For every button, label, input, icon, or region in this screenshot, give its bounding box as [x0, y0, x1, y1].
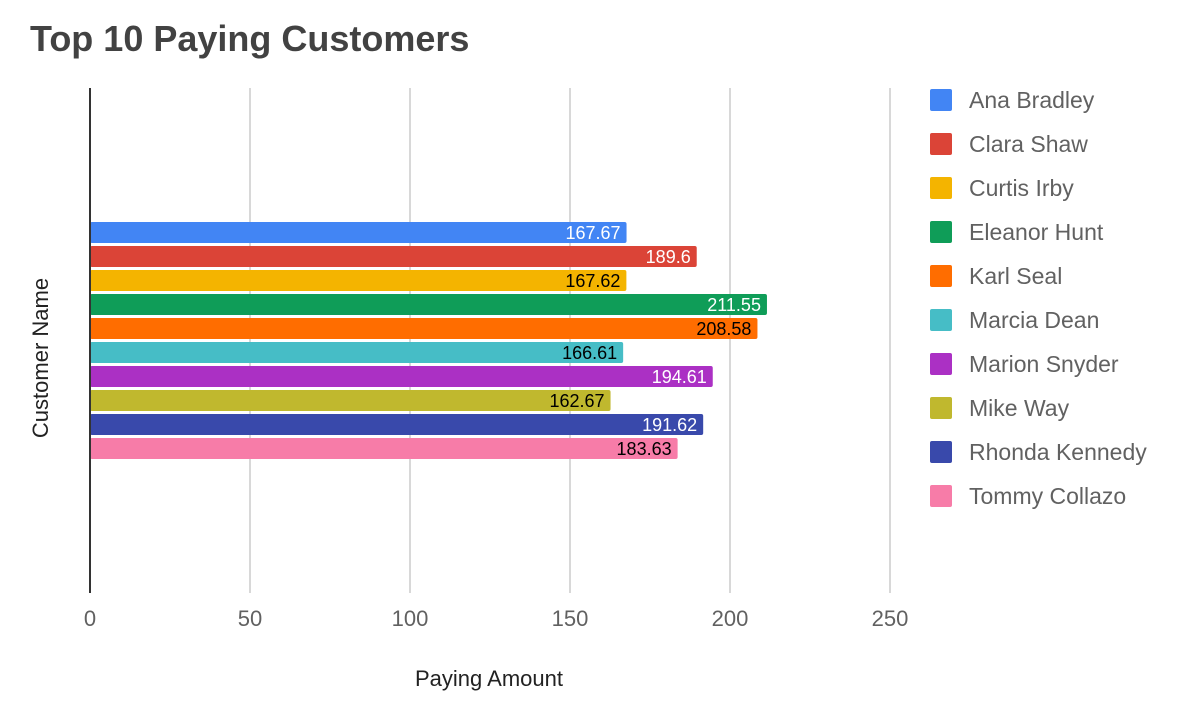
legend-swatch — [930, 221, 952, 243]
legend-swatch — [930, 441, 952, 463]
legend-label: Rhonda Kennedy — [969, 439, 1147, 465]
y-axis-title: Customer Name — [28, 278, 53, 438]
bar — [90, 222, 627, 243]
bar — [90, 438, 678, 459]
legend-swatch — [930, 353, 952, 375]
legend-label: Curtis Irby — [969, 175, 1074, 201]
legend-label: Marion Snyder — [969, 351, 1119, 377]
x-axis-ticks: 0 50 100 150 200 250 — [84, 606, 908, 631]
legend-label: Mike Way — [969, 395, 1070, 421]
bar — [90, 246, 697, 267]
legend-item: Karl Seal — [930, 263, 1062, 289]
bar-value-label: 194.61 — [652, 367, 707, 387]
bar — [90, 414, 704, 435]
bar — [90, 390, 611, 411]
x-tick-label: 150 — [552, 606, 589, 631]
bar-value-label: 183.63 — [617, 439, 672, 459]
legend-label: Ana Bradley — [969, 87, 1095, 113]
legend-item: Tommy Collazo — [930, 483, 1126, 509]
legend-item: Ana Bradley — [930, 87, 1095, 113]
legend-label: Tommy Collazo — [969, 483, 1126, 509]
legend-swatch — [930, 133, 952, 155]
legend-label: Marcia Dean — [969, 307, 1099, 333]
x-tick-label: 200 — [712, 606, 749, 631]
x-axis-title: Paying Amount — [415, 666, 563, 691]
legend: Ana Bradley Clara Shaw Curtis Irby Eleanor … — [930, 87, 1147, 509]
legend-label: Karl Seal — [969, 263, 1062, 289]
legend-label: Eleanor Hunt — [969, 219, 1104, 245]
bar-value-label: 189.6 — [646, 247, 691, 267]
legend-item: Marcia Dean — [930, 307, 1099, 333]
bar — [90, 294, 767, 315]
legend-swatch — [930, 89, 952, 111]
chart-title: Top 10 Paying Customers — [30, 18, 470, 59]
bar — [90, 318, 758, 339]
x-tick-label: 0 — [84, 606, 96, 631]
legend-swatch — [930, 485, 952, 507]
legend-swatch — [930, 397, 952, 419]
legend-item: Eleanor Hunt — [930, 219, 1104, 245]
legend-item: Clara Shaw — [930, 131, 1088, 157]
bar — [90, 270, 627, 291]
bar-value-label: 166.61 — [562, 343, 617, 363]
bar-value-label: 211.55 — [707, 295, 761, 315]
bar-value-label: 162.67 — [549, 391, 604, 411]
x-tick-label: 50 — [238, 606, 262, 631]
legend-item: Curtis Irby — [930, 175, 1074, 201]
bars — [90, 222, 767, 459]
legend-swatch — [930, 177, 952, 199]
bar-value-label: 167.62 — [565, 271, 620, 291]
gridlines — [249, 88, 891, 593]
legend-swatch — [930, 309, 952, 331]
bar-value-label: 208.58 — [696, 319, 751, 339]
legend-item: Rhonda Kennedy — [930, 439, 1147, 465]
bar — [90, 342, 624, 363]
data-labels: 167.67 189.6 167.62 211.55 208.58 166.61 194.6… — [549, 223, 760, 459]
legend-label: Clara Shaw — [969, 131, 1088, 157]
bar-value-label: 167.67 — [565, 223, 620, 243]
legend-item: Marion Snyder — [930, 351, 1119, 377]
bar-value-label: 191.62 — [642, 415, 697, 435]
legend-item: Mike Way — [930, 395, 1070, 421]
bar — [90, 366, 713, 387]
x-tick-label: 100 — [392, 606, 429, 631]
legend-swatch — [930, 265, 952, 287]
x-tick-label: 250 — [872, 606, 909, 631]
